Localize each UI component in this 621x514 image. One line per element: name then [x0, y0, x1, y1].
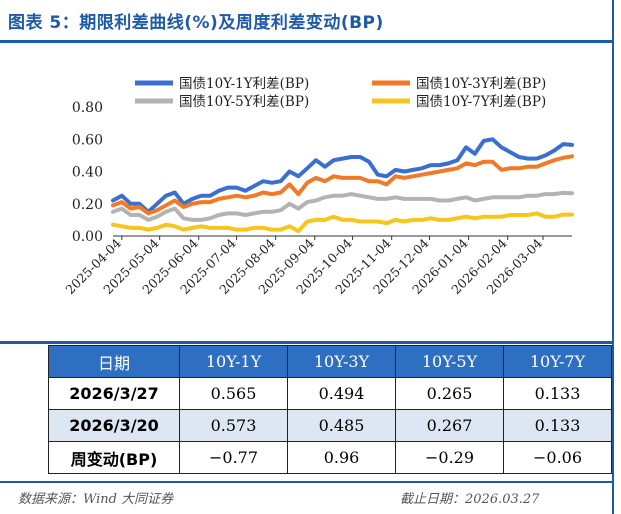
cell-value: 0.565 [179, 377, 288, 410]
y-tick-label: 0.00 [72, 229, 103, 245]
cell-value: 0.96 [287, 441, 396, 474]
deadline-date: 截止日期：2026.03.27 [400, 492, 540, 507]
spread-table: 日期 10Y-1Y 10Y-3Y 10Y-5Y 10Y-7Y 2026/3/27… [48, 345, 612, 474]
figure-title: 图表 5：期限利差曲线(%)及周度利差变动(BP) [8, 13, 384, 33]
header-10y-7y: 10Y-7Y [503, 345, 612, 378]
cell-value: 0.573 [179, 409, 288, 442]
header-10y-1y: 10Y-1Y [179, 345, 288, 378]
cell-value: 0.485 [287, 409, 396, 442]
header-10y-3y: 10Y-3Y [287, 345, 396, 378]
table-top-rule [0, 341, 612, 344]
cell-value: 0.133 [503, 409, 612, 442]
footer-rule [0, 481, 612, 483]
title-rule [0, 40, 612, 43]
right-border [612, 0, 614, 514]
y-tick-label: 0.60 [72, 132, 103, 148]
cell-date: 2026/3/20 [48, 409, 180, 442]
y-tick-label: 0.80 [72, 100, 103, 116]
series-lines [111, 137, 574, 234]
y-axis: 0.00 0.20 0.40 0.60 0.80 [72, 100, 572, 245]
cell-value: −0.29 [395, 441, 504, 474]
y-tick-label: 0.20 [72, 197, 103, 213]
legend-label: 国债10Y-7Y利差(BP) [416, 94, 546, 110]
table-row: 周变动(BP) −0.77 0.96 −0.29 −0.06 [48, 441, 612, 474]
series-line-3 [111, 190, 574, 222]
series-line-4 [111, 211, 574, 234]
cell-value: 0.265 [395, 377, 504, 410]
legend-label: 国债10Y-1Y利差(BP) [179, 76, 309, 92]
series-line-2 [111, 154, 574, 216]
header-date: 日期 [48, 345, 180, 378]
series-line-1 [111, 137, 574, 214]
legend-label: 国债10Y-3Y利差(BP) [416, 76, 546, 92]
cell-weekly-change-label: 周变动(BP) [48, 441, 180, 474]
cell-value: 0.494 [287, 377, 396, 410]
cell-value: −0.77 [179, 441, 288, 474]
table-row: 2026/3/27 0.565 0.494 0.265 0.133 [48, 377, 612, 410]
cell-date: 2026/3/27 [48, 377, 180, 410]
spread-line-chart: 国债10Y-1Y利差(BP) 国债10Y-3Y利差(BP) 国债10Y-5Y利差(B… [62, 76, 574, 297]
header-10y-5y: 10Y-5Y [395, 345, 504, 378]
chart-legend: 国债10Y-1Y利差(BP) 国债10Y-3Y利差(BP) 国债10Y-5Y利差(B… [135, 76, 546, 110]
data-source: 数据来源：Wind 大同证券 [18, 492, 174, 507]
cell-value: −0.06 [503, 441, 612, 474]
legend-label: 国债10Y-5Y利差(BP) [179, 94, 309, 110]
cell-value: 0.133 [503, 377, 612, 410]
x-axis: 2025-04-042025-05-042025-06-042025-07-04… [62, 235, 545, 297]
y-tick-label: 0.40 [72, 165, 103, 181]
cell-value: 0.267 [395, 409, 504, 442]
table-row: 2026/3/20 0.573 0.485 0.267 0.133 [48, 409, 612, 442]
table-header-row: 日期 10Y-1Y 10Y-3Y 10Y-5Y 10Y-7Y [48, 345, 612, 378]
